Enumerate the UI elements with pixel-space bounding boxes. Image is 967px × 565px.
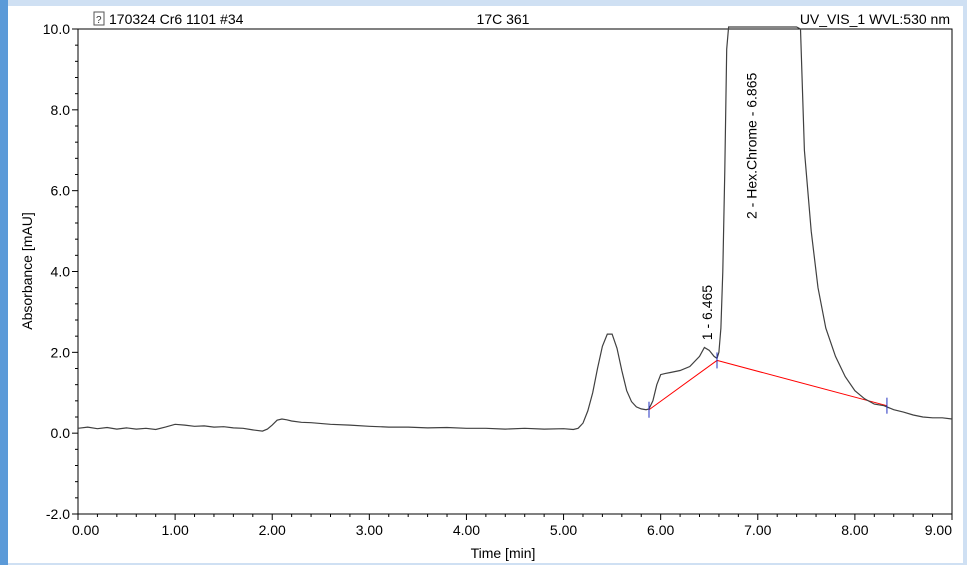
- x-tick-label: 1.00: [161, 522, 188, 538]
- y-tick-label: 4.0: [51, 264, 71, 280]
- x-axis: 0.00 1.00 2.00 3.00 4.00 5.00 6.00 7.00 8.00 9.00: [72, 514, 953, 538]
- sample-icon: ?: [93, 11, 105, 26]
- y-tick-label: 8.0: [51, 102, 71, 118]
- x-tick-label: 8.00: [841, 522, 868, 538]
- channel-info: UV_VIS_1 WVL:530 nm: [800, 11, 950, 27]
- x-tick-label: 5.00: [550, 522, 577, 538]
- peak-boundary-markers: [648, 352, 888, 418]
- injection-name: 17C 361: [477, 11, 530, 27]
- x-tick-label: 0.00: [72, 522, 99, 538]
- x-tick-label: 3.00: [356, 522, 383, 538]
- x-axis-title: Time [min]: [471, 545, 536, 561]
- window-left-rail: [0, 0, 8, 565]
- plot-area: [77, 28, 953, 515]
- y-tick-label: 0.0: [51, 425, 71, 441]
- chromatogram-trace: [77, 26, 953, 432]
- baseline-group: [648, 359, 888, 411]
- x-tick-label: 6.00: [647, 522, 674, 538]
- x-tick-label: 7.00: [744, 522, 771, 538]
- x-tick-label: 4.00: [453, 522, 480, 538]
- baseline-segment: [648, 360, 718, 411]
- svg-text:?: ?: [96, 15, 102, 26]
- y-axis-title: Absorbance [mAU]: [19, 212, 35, 330]
- peak-label: 2 - Hex.Chrome - 6.865: [744, 73, 760, 219]
- y-tick-label: 2.0: [51, 344, 71, 360]
- baseline-segment: [716, 359, 888, 407]
- y-tick-label: 6.0: [51, 183, 71, 199]
- y-axis: -2.0 0.0 2.0 4.0 6.0 8.0 10.0: [43, 21, 78, 522]
- chromatogram-panel: ? 170324 Cr6 1101 #34 17C 361 UV_VIS_1 W…: [8, 6, 963, 563]
- x-tick-label: 2.00: [259, 522, 286, 538]
- peak-labels: 1 - 6.465 2 - Hex.Chrome - 6.865: [699, 73, 760, 341]
- y-tick-label: -2.0: [46, 506, 70, 522]
- sample-name: 170324 Cr6 1101 #34: [109, 11, 244, 27]
- x-tick-label: 9.00: [925, 522, 952, 538]
- y-tick-label: 10.0: [43, 21, 70, 37]
- peak-label: 1 - 6.465: [699, 285, 715, 340]
- chromatogram-chart[interactable]: ? 170324 Cr6 1101 #34 17C 361 UV_VIS_1 W…: [8, 6, 963, 563]
